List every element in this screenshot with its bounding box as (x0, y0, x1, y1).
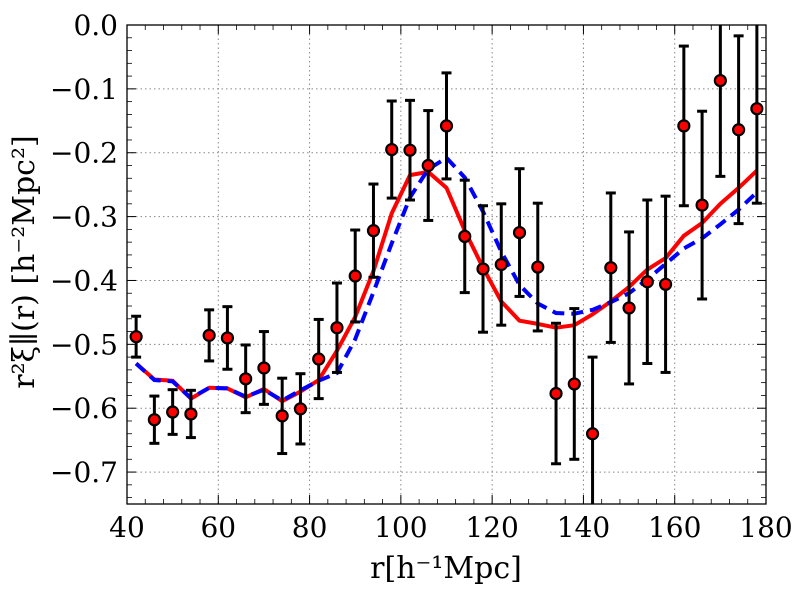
x-tick-label: 160 (648, 511, 701, 544)
data-point (531, 260, 545, 274)
data-point (677, 119, 691, 133)
data-point (166, 405, 180, 419)
data-point (257, 361, 271, 375)
data-point (421, 158, 435, 173)
data-point (239, 372, 253, 386)
data-point (476, 262, 490, 276)
x-tick-label: 120 (465, 511, 518, 544)
data-point (129, 330, 143, 344)
data-point (622, 301, 636, 315)
data-point (220, 331, 235, 345)
data-point (385, 142, 399, 157)
x-tick-label: 100 (374, 511, 427, 544)
data-point (348, 269, 362, 283)
data-point (585, 427, 600, 441)
x-tick-label: 180 (739, 511, 792, 544)
data-point (695, 198, 709, 212)
y-tick-label: −0.5 (50, 328, 118, 361)
tick-labels: 40 60 80 100 120 140 160 180 0.0 −0.1 −0.2 −0.3 −0.4… (50, 9, 793, 544)
y-tick-label: 0.0 (73, 9, 118, 42)
data-point (330, 321, 344, 335)
data-point (713, 73, 727, 88)
y-tick-label: −0.4 (50, 264, 118, 297)
data-point (147, 413, 161, 427)
axes (126, 24, 767, 505)
x-tick-label: 140 (557, 511, 610, 544)
data-point (512, 225, 527, 240)
data-point (549, 386, 563, 401)
data-point (567, 377, 581, 391)
plot-frame (126, 24, 767, 505)
data-point (640, 275, 654, 289)
data-point (494, 257, 508, 272)
y-tick-label: −0.6 (50, 392, 118, 425)
y-tick-label: −0.7 (50, 456, 118, 489)
x-tick-label: 80 (292, 511, 328, 544)
model-dashed-line (134, 155, 759, 403)
data-point (403, 143, 417, 157)
data-point (658, 277, 673, 291)
x-tick-label: 60 (200, 511, 236, 544)
y-tick-label: −0.3 (50, 201, 118, 234)
data-point (458, 229, 472, 243)
x-tick-label: 40 (109, 511, 145, 544)
data-point (439, 119, 454, 133)
plot-series (129, 25, 764, 504)
data-point (750, 102, 764, 116)
data-point (312, 352, 326, 366)
y-tick-label: −0.2 (50, 137, 118, 170)
data-point (732, 123, 746, 137)
data-point (202, 328, 216, 342)
data-point (184, 407, 198, 421)
data-point (293, 402, 308, 416)
x-axis-label: r[h⁻¹Mpc] (370, 551, 522, 586)
data-point (604, 261, 618, 275)
y-axis-label: r²ξ∥(r) [h⁻²Mpc²] (7, 135, 42, 388)
data-point (366, 224, 381, 238)
y-tick-label: −0.1 (50, 73, 118, 106)
data-point (275, 409, 289, 423)
